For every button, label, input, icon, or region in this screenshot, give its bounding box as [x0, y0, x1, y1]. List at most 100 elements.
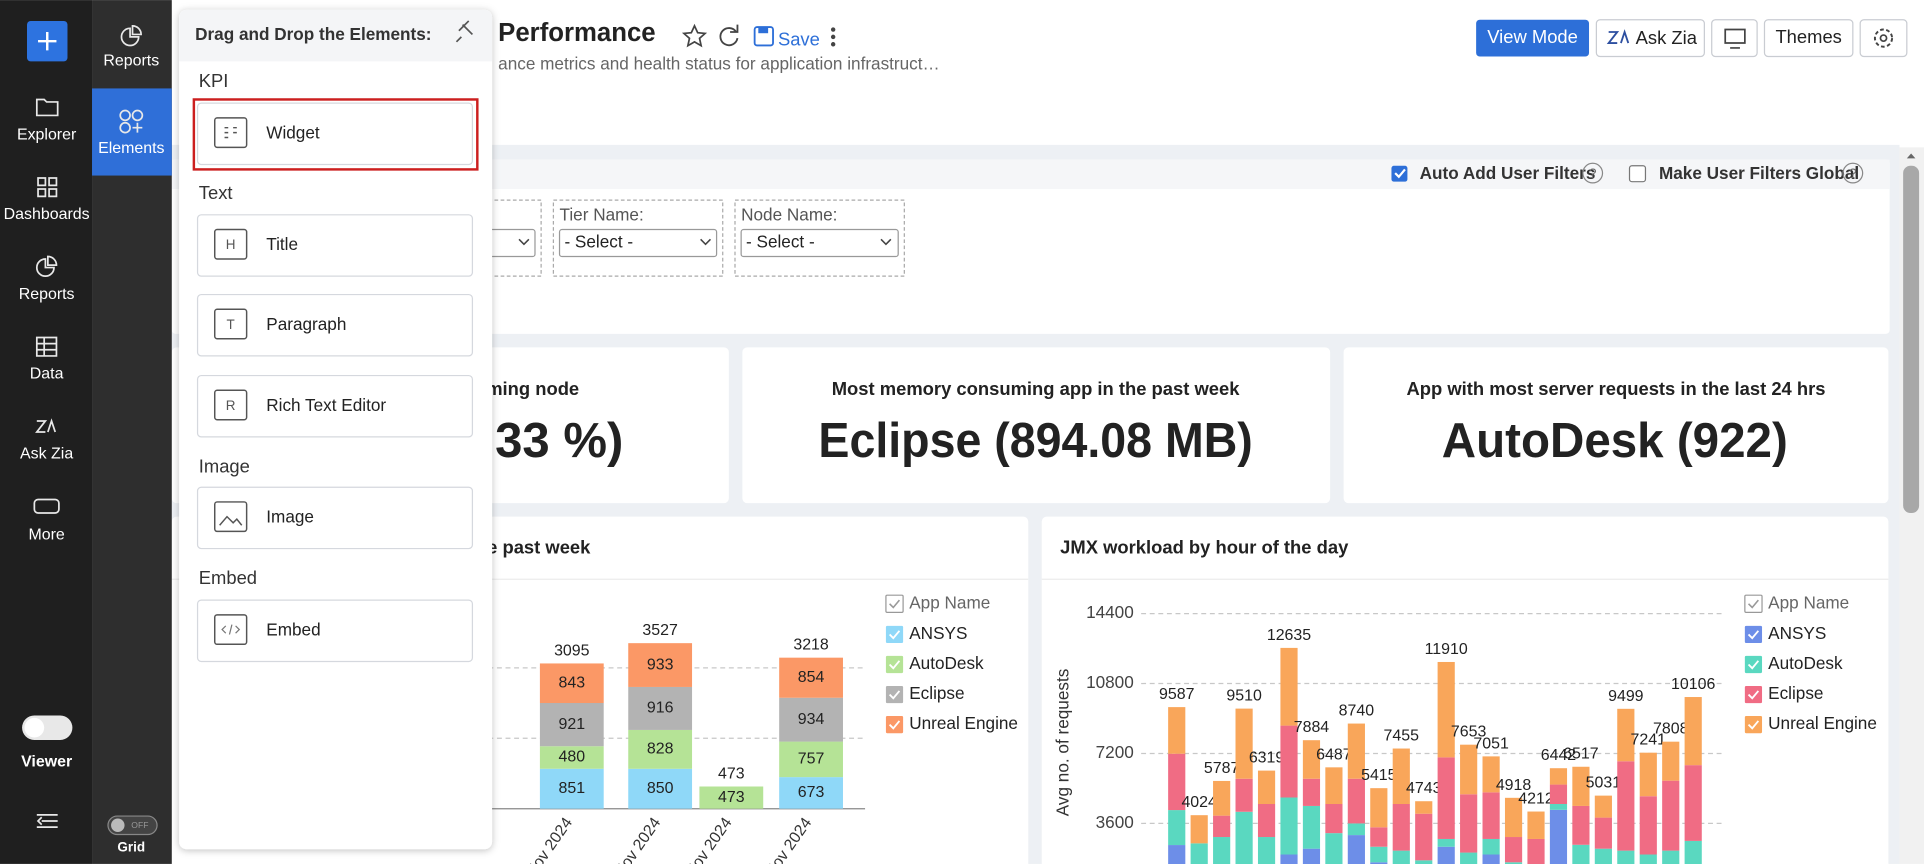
- bar-segment: [1549, 768, 1568, 785]
- total-label: 6319: [1249, 750, 1285, 767]
- bar-segment: [1257, 803, 1276, 838]
- bar-segment: [1504, 837, 1523, 863]
- element-item[interactable]: [196, 102, 474, 166]
- legend-label: Unreal Engine: [909, 713, 1018, 733]
- ask-zia-button[interactable]: [1595, 19, 1705, 58]
- data-label: 854: [798, 669, 825, 686]
- y-tick-label: 14400: [1086, 602, 1134, 622]
- bar-segment: [1257, 837, 1276, 864]
- element-item[interactable]: [196, 214, 474, 277]
- element-item[interactable]: [196, 486, 474, 550]
- check-mark: [1747, 690, 1760, 700]
- bar-segment: [1370, 846, 1388, 863]
- bar-segment: [1662, 780, 1680, 851]
- element-item[interactable]: [196, 599, 474, 663]
- filter-label: Node Name:: [741, 205, 837, 225]
- total-label: 6442: [1541, 747, 1577, 764]
- total-label: 12635: [1267, 627, 1311, 644]
- legend-checkbox: [885, 594, 904, 613]
- widget-icon: [213, 117, 248, 149]
- element-item[interactable]: [196, 374, 474, 438]
- kpi-card: [1343, 347, 1889, 504]
- bar-segment: [1504, 797, 1523, 838]
- collapse-icon[interactable]: [36, 813, 58, 828]
- panel-header: [179, 9, 493, 62]
- more-menu[interactable]: [830, 27, 836, 47]
- bar-segment: [1639, 752, 1657, 797]
- themes-button[interactable]: [1763, 19, 1854, 58]
- bar-segment: [1347, 778, 1365, 824]
- view-mode-label: View Mode: [1487, 26, 1578, 47]
- total-label: 4743: [1406, 780, 1442, 797]
- nav-label[interactable]: Dashboards: [4, 206, 90, 223]
- filter-select[interactable]: [558, 228, 718, 258]
- bar-segment: [1325, 767, 1343, 804]
- total-label: 8740: [1339, 703, 1375, 720]
- title-icon: [213, 228, 248, 260]
- group-label: KPI: [199, 70, 229, 91]
- bar-segment: [1437, 757, 1455, 839]
- refresh-icon[interactable]: [719, 24, 739, 47]
- settings-button[interactable]: [1859, 19, 1908, 58]
- group-label: Image: [199, 455, 250, 476]
- nav-label[interactable]: Elements: [98, 140, 164, 157]
- bar-segment: [628, 643, 693, 687]
- check-mark: [1747, 720, 1760, 730]
- bar-segment: [1617, 708, 1635, 762]
- bar-segment: [1527, 838, 1545, 864]
- total-label: 5031: [1586, 775, 1622, 792]
- filter-value: - Select -: [564, 232, 633, 252]
- legend-label: AutoDesk: [909, 653, 984, 673]
- check-mark: [889, 599, 901, 609]
- ask-zia-icon: [35, 418, 57, 433]
- data-label: 757: [798, 751, 825, 768]
- filter-select[interactable]: [740, 228, 899, 258]
- image-icon: [213, 501, 248, 533]
- data-label: 480: [559, 749, 586, 766]
- dashboards-icon: [37, 177, 58, 198]
- kpi-title: Most memory consuming app in the past we…: [832, 378, 1241, 399]
- present-button[interactable]: [1711, 19, 1758, 58]
- help-icon[interactable]: [1842, 162, 1864, 184]
- total-label: 9499: [1608, 688, 1644, 705]
- bar-segment: [1572, 766, 1590, 806]
- nav-label[interactable]: Reports: [19, 286, 75, 303]
- save-button[interactable]: Save: [753, 26, 820, 49]
- favorite-icon[interactable]: [681, 23, 708, 48]
- bar-segment: [1190, 815, 1208, 844]
- total-label: 6487: [1316, 746, 1352, 763]
- total-label: 7884: [1294, 719, 1330, 736]
- pin-icon[interactable]: [455, 20, 474, 43]
- make-global-checkbox[interactable]: [1628, 165, 1647, 183]
- view-mode-button[interactable]: [1476, 19, 1590, 57]
- nav-label[interactable]: Reports: [103, 53, 159, 70]
- total-label: 7455: [1384, 727, 1420, 744]
- bar-segment: [1347, 835, 1365, 864]
- auto-add-label: Auto Add User Filters: [1420, 163, 1596, 183]
- filter-value: - Select -: [746, 232, 815, 252]
- active-tab[interactable]: [92, 88, 172, 176]
- scroll-arrow[interactable]: [1906, 153, 1916, 159]
- bar-segment: [1235, 811, 1253, 864]
- help-icon[interactable]: [1582, 162, 1604, 184]
- bar-segment: [1617, 850, 1635, 864]
- auto-add-checkbox[interactable]: [1391, 165, 1408, 182]
- secondary-nav: Reports Elements OFF Grid: [92, 0, 172, 864]
- nav-label[interactable]: Data: [30, 366, 64, 383]
- element-item[interactable]: [196, 293, 474, 357]
- bar-segment: [628, 729, 693, 769]
- legend-title: App Name: [909, 592, 990, 612]
- nav-label[interactable]: Explorer: [17, 126, 77, 143]
- chart-title: e past week: [487, 536, 591, 557]
- nav-label[interactable]: More: [28, 526, 64, 543]
- legend-swatch: [1744, 625, 1763, 644]
- nav-label[interactable]: Ask Zia: [20, 445, 73, 462]
- bar-segment: [779, 741, 843, 778]
- y-tick-label: 3600: [1096, 812, 1134, 832]
- scroll-thumb[interactable]: [1903, 165, 1920, 513]
- bar-segment: [1460, 852, 1478, 864]
- bar-segment: [539, 768, 604, 809]
- bar-segment: [1302, 778, 1321, 806]
- elements-panel: Drag and Drop the Elements: KPI Widget T…: [179, 9, 493, 850]
